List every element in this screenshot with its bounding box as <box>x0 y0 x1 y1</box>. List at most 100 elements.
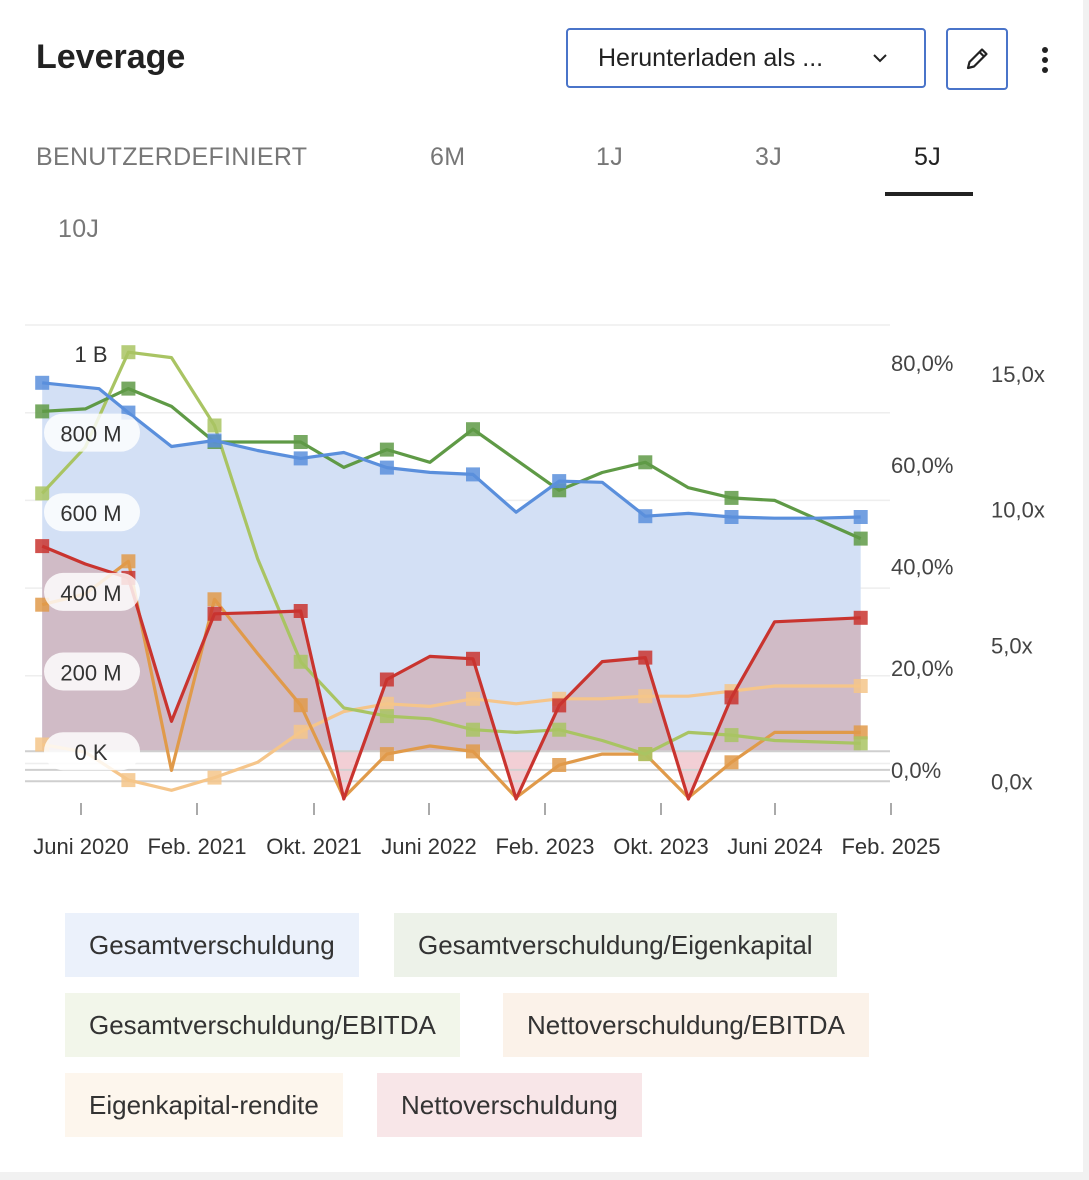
data-point-nettoverschuldung <box>379 672 394 687</box>
left-tick-pill <box>44 652 140 691</box>
data-point-nettoverschuldung-ebitda <box>724 755 739 770</box>
percent-tick-label: 40,0% <box>891 555 953 580</box>
legend-label: Gesamtverschuldung/EBITDA <box>89 1009 436 1040</box>
data-point-gesamtverschuldung-ebitda <box>552 722 567 737</box>
series-line-gesamtverschuldung-eigenkapital <box>42 387 862 541</box>
series-line-nettoverschuldung <box>41 544 861 801</box>
legend-label: Eigenkapital-rendite <box>89 1089 319 1120</box>
data-point-eigenkapital-rendite <box>638 689 653 704</box>
x-tick-label: Okt. 2021 <box>266 834 361 859</box>
tab-1y[interactable]: 1J <box>596 143 624 171</box>
x-tick-label: Juni 2024 <box>727 834 822 859</box>
data-point-nettoverschuldung <box>35 539 50 554</box>
percent-tick-label: 80,0% <box>891 351 953 376</box>
data-point-gesamtverschuldung-ebitda <box>724 728 739 743</box>
data-point-eigenkapital-rendite <box>121 773 136 788</box>
left-tick-pill <box>44 572 140 611</box>
data-point-gesamtverschuldung-eigenkapital <box>853 531 868 546</box>
data-point-nettoverschuldung-ebitda <box>466 744 480 759</box>
legend-nettoverschuldung[interactable]: Nettoverschuldung <box>377 1073 642 1137</box>
data-point-eigenkapital-rendite <box>853 679 868 693</box>
data-point-nettoverschuldung <box>466 651 480 666</box>
legend-label: Nettoverschuldung <box>401 1089 618 1120</box>
data-point-gesamtverschuldung <box>853 510 868 524</box>
download-label: Herunterladen als ... <box>598 43 824 72</box>
data-point-gesamtverschuldung <box>724 510 739 524</box>
data-point-nettoverschuldung <box>293 604 308 618</box>
tab-custom[interactable]: BENUTZERDEFINIERT <box>36 143 308 171</box>
data-point-gesamtverschuldung-eigenkapital <box>466 422 480 437</box>
percent-tick-label: 60,0% <box>891 453 953 478</box>
tab-10y[interactable]: 10J <box>58 215 100 243</box>
tab-3y[interactable]: 3J <box>755 143 783 171</box>
data-point-gesamtverschuldung <box>638 509 653 524</box>
x-tick-label: Feb. 2021 <box>147 834 246 859</box>
data-point-gesamtverschuldung-ebitda <box>638 747 653 762</box>
left-tick-pill <box>44 732 140 771</box>
percent-tick-label: 20,0% <box>891 656 953 681</box>
x-tick-label: Feb. 2025 <box>841 834 940 859</box>
data-point-gesamtverschuldung <box>552 474 567 489</box>
data-point-nettoverschuldung-ebitda <box>853 725 868 740</box>
series-line-gesamtverschuldung <box>42 381 861 520</box>
left-tick-label: 600 M <box>60 501 121 526</box>
x-tick-label: Juni 2020 <box>33 834 128 859</box>
data-point-nettoverschuldung-ebitda <box>35 597 50 612</box>
data-point-nettoverschuldung <box>724 690 739 705</box>
data-point-nettoverschuldung-ebitda <box>207 592 222 607</box>
data-point-gesamtverschuldung <box>466 467 480 482</box>
data-point-nettoverschuldung <box>207 606 222 621</box>
data-point-gesamtverschuldung-eigenkapital <box>121 381 136 396</box>
ratio-tick-label: 10,0x <box>991 498 1045 523</box>
chevron-down-icon <box>873 54 887 63</box>
data-point-nettoverschuldung-ebitda <box>379 747 394 762</box>
pencil-icon <box>966 48 988 70</box>
data-point-eigenkapital-rendite <box>207 770 222 785</box>
data-point-gesamtverschuldung-ebitda <box>35 486 50 501</box>
tab-6m[interactable]: 6M <box>430 143 466 171</box>
legend-eigenkapital-rendite[interactable]: Eigenkapital-rendite <box>65 1073 343 1137</box>
ratio-tick-label: 15,0x <box>991 362 1045 387</box>
data-point-gesamtverschuldung-ebitda <box>121 345 136 360</box>
data-point-gesamtverschuldung <box>35 375 50 390</box>
series-line-eigenkapital-rendite <box>41 684 861 792</box>
data-point-gesamtverschuldung-eigenkapital <box>724 490 739 505</box>
more-vertical-icon <box>1042 47 1048 73</box>
data-point-nettoverschuldung-ebitda <box>552 758 567 772</box>
left-tick-label: 800 M <box>60 422 121 447</box>
data-point-eigenkapital-rendite <box>466 691 480 706</box>
edit-button[interactable] <box>946 28 1008 90</box>
legend-gesamtverschuldung-eigenkapital[interactable]: Gesamtverschuldung/Eigenkapital <box>394 913 837 977</box>
left-tick-label: 200 M <box>60 661 121 686</box>
data-point-gesamtverschuldung-eigenkapital <box>293 435 308 449</box>
download-dropdown[interactable]: Herunterladen als ... <box>566 28 926 88</box>
data-point-gesamtverschuldung-eigenkapital <box>35 404 50 419</box>
area-nettoverschuldung <box>42 546 861 752</box>
page-title: Leverage <box>36 38 186 76</box>
data-point-gesamtverschuldung-ebitda <box>293 654 308 669</box>
legend-gesamtverschuldung-ebitda[interactable]: Gesamtverschuldung/EBITDA <box>65 993 460 1057</box>
more-options-button[interactable] <box>1030 40 1060 80</box>
data-point-gesamtverschuldung-ebitda <box>207 418 222 433</box>
legend-label: Gesamtverschuldung <box>89 929 335 960</box>
area-nettoverschuldung-negative <box>332 751 709 799</box>
ratio-tick-label: 0,0x <box>991 769 1033 794</box>
leverage-chart: 0 K 200 M 400 M 600 M 800 M 1 B 0,0% 20,0% 40,0%… <box>25 324 1045 859</box>
x-tick-label: Feb. 2023 <box>495 834 594 859</box>
legend-label: Nettoverschuldung/EBITDA <box>527 1009 845 1040</box>
data-point-gesamtverschuldung-ebitda <box>379 709 394 724</box>
tab-5y[interactable]: 5J <box>914 143 942 171</box>
data-point-gesamtverschuldung <box>379 460 394 475</box>
legend-gesamtverschuldung[interactable]: Gesamtverschuldung <box>65 913 359 977</box>
data-point-gesamtverschuldung-eigenkapital <box>638 455 653 470</box>
ratio-tick-label: 5,0x <box>991 634 1033 659</box>
x-tick-label: Okt. 2023 <box>613 834 708 859</box>
legend-nettoverschuldung-ebitda[interactable]: Nettoverschuldung/EBITDA <box>503 993 869 1057</box>
data-point-gesamtverschuldung-ebitda <box>466 722 480 737</box>
x-tick-label: Juni 2022 <box>381 834 476 859</box>
series-line-gesamtverschuldung-ebitda <box>41 350 861 756</box>
data-point-gesamtverschuldung <box>293 451 308 466</box>
left-tick-pill <box>44 493 140 532</box>
percent-tick-label: 0,0% <box>891 758 941 783</box>
